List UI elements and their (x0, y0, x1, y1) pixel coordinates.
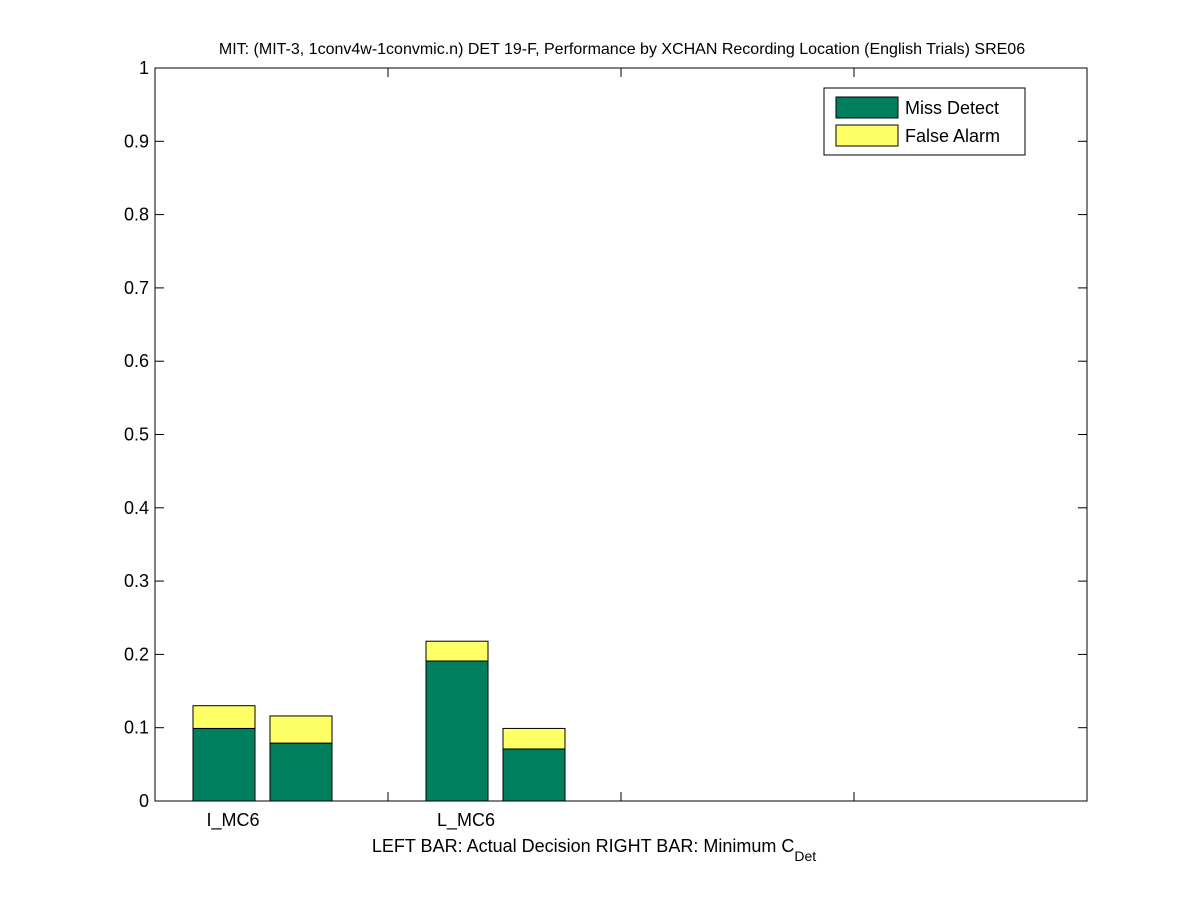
bar-false-alarm (502, 727, 566, 750)
legend: Miss Detect False Alarm (823, 87, 1026, 156)
bar-false-alarm (269, 715, 333, 744)
y-tick-label: 0.7 (124, 278, 149, 298)
x-axis-label-main: LEFT BAR: Actual Decision RIGHT BAR: Min… (372, 836, 794, 856)
y-tick-label: 0.2 (124, 644, 149, 664)
y-tick-label: 0.4 (124, 498, 149, 518)
x-tick-label: L_MC6 (437, 810, 495, 831)
y-tick-label: 0.3 (124, 571, 149, 591)
chart-title: MIT: (MIT-3, 1conv4w-1convmic.n) DET 19-… (219, 41, 1025, 58)
y-tick-label: 0.5 (124, 425, 149, 445)
legend-label-false-alarm: False Alarm (905, 126, 1000, 146)
x-tick-label: I_MC6 (206, 810, 259, 831)
y-tick-label: 0 (139, 791, 149, 811)
y-tick-label: 0.9 (124, 131, 149, 151)
x-axis-label: LEFT BAR: Actual Decision RIGHT BAR: Min… (372, 836, 816, 864)
bar-miss-detect (192, 727, 256, 802)
bar-false-alarm (192, 705, 256, 729)
y-tick-label: 0.1 (124, 718, 149, 738)
plot-area: 0 0.1 0.2 0.3 0.4 0.5 0.6 0.7 0.8 0.9 1 I_MC6 L_MC6 (124, 58, 1088, 831)
legend-swatch-false-alarm (835, 124, 899, 147)
y-tick-label: 0.6 (124, 351, 149, 371)
bar-miss-detect (269, 742, 333, 802)
bar-miss-detect (502, 748, 566, 802)
y-tick-label: 0.8 (124, 205, 149, 225)
y-tick-label: 1 (139, 58, 149, 78)
bar-false-alarm (425, 640, 489, 662)
legend-label-miss-detect: Miss Detect (905, 98, 999, 118)
legend-swatch-miss-detect (835, 96, 899, 119)
x-axis-label-subscript: Det (794, 848, 816, 864)
bar-miss-detect (425, 660, 489, 802)
